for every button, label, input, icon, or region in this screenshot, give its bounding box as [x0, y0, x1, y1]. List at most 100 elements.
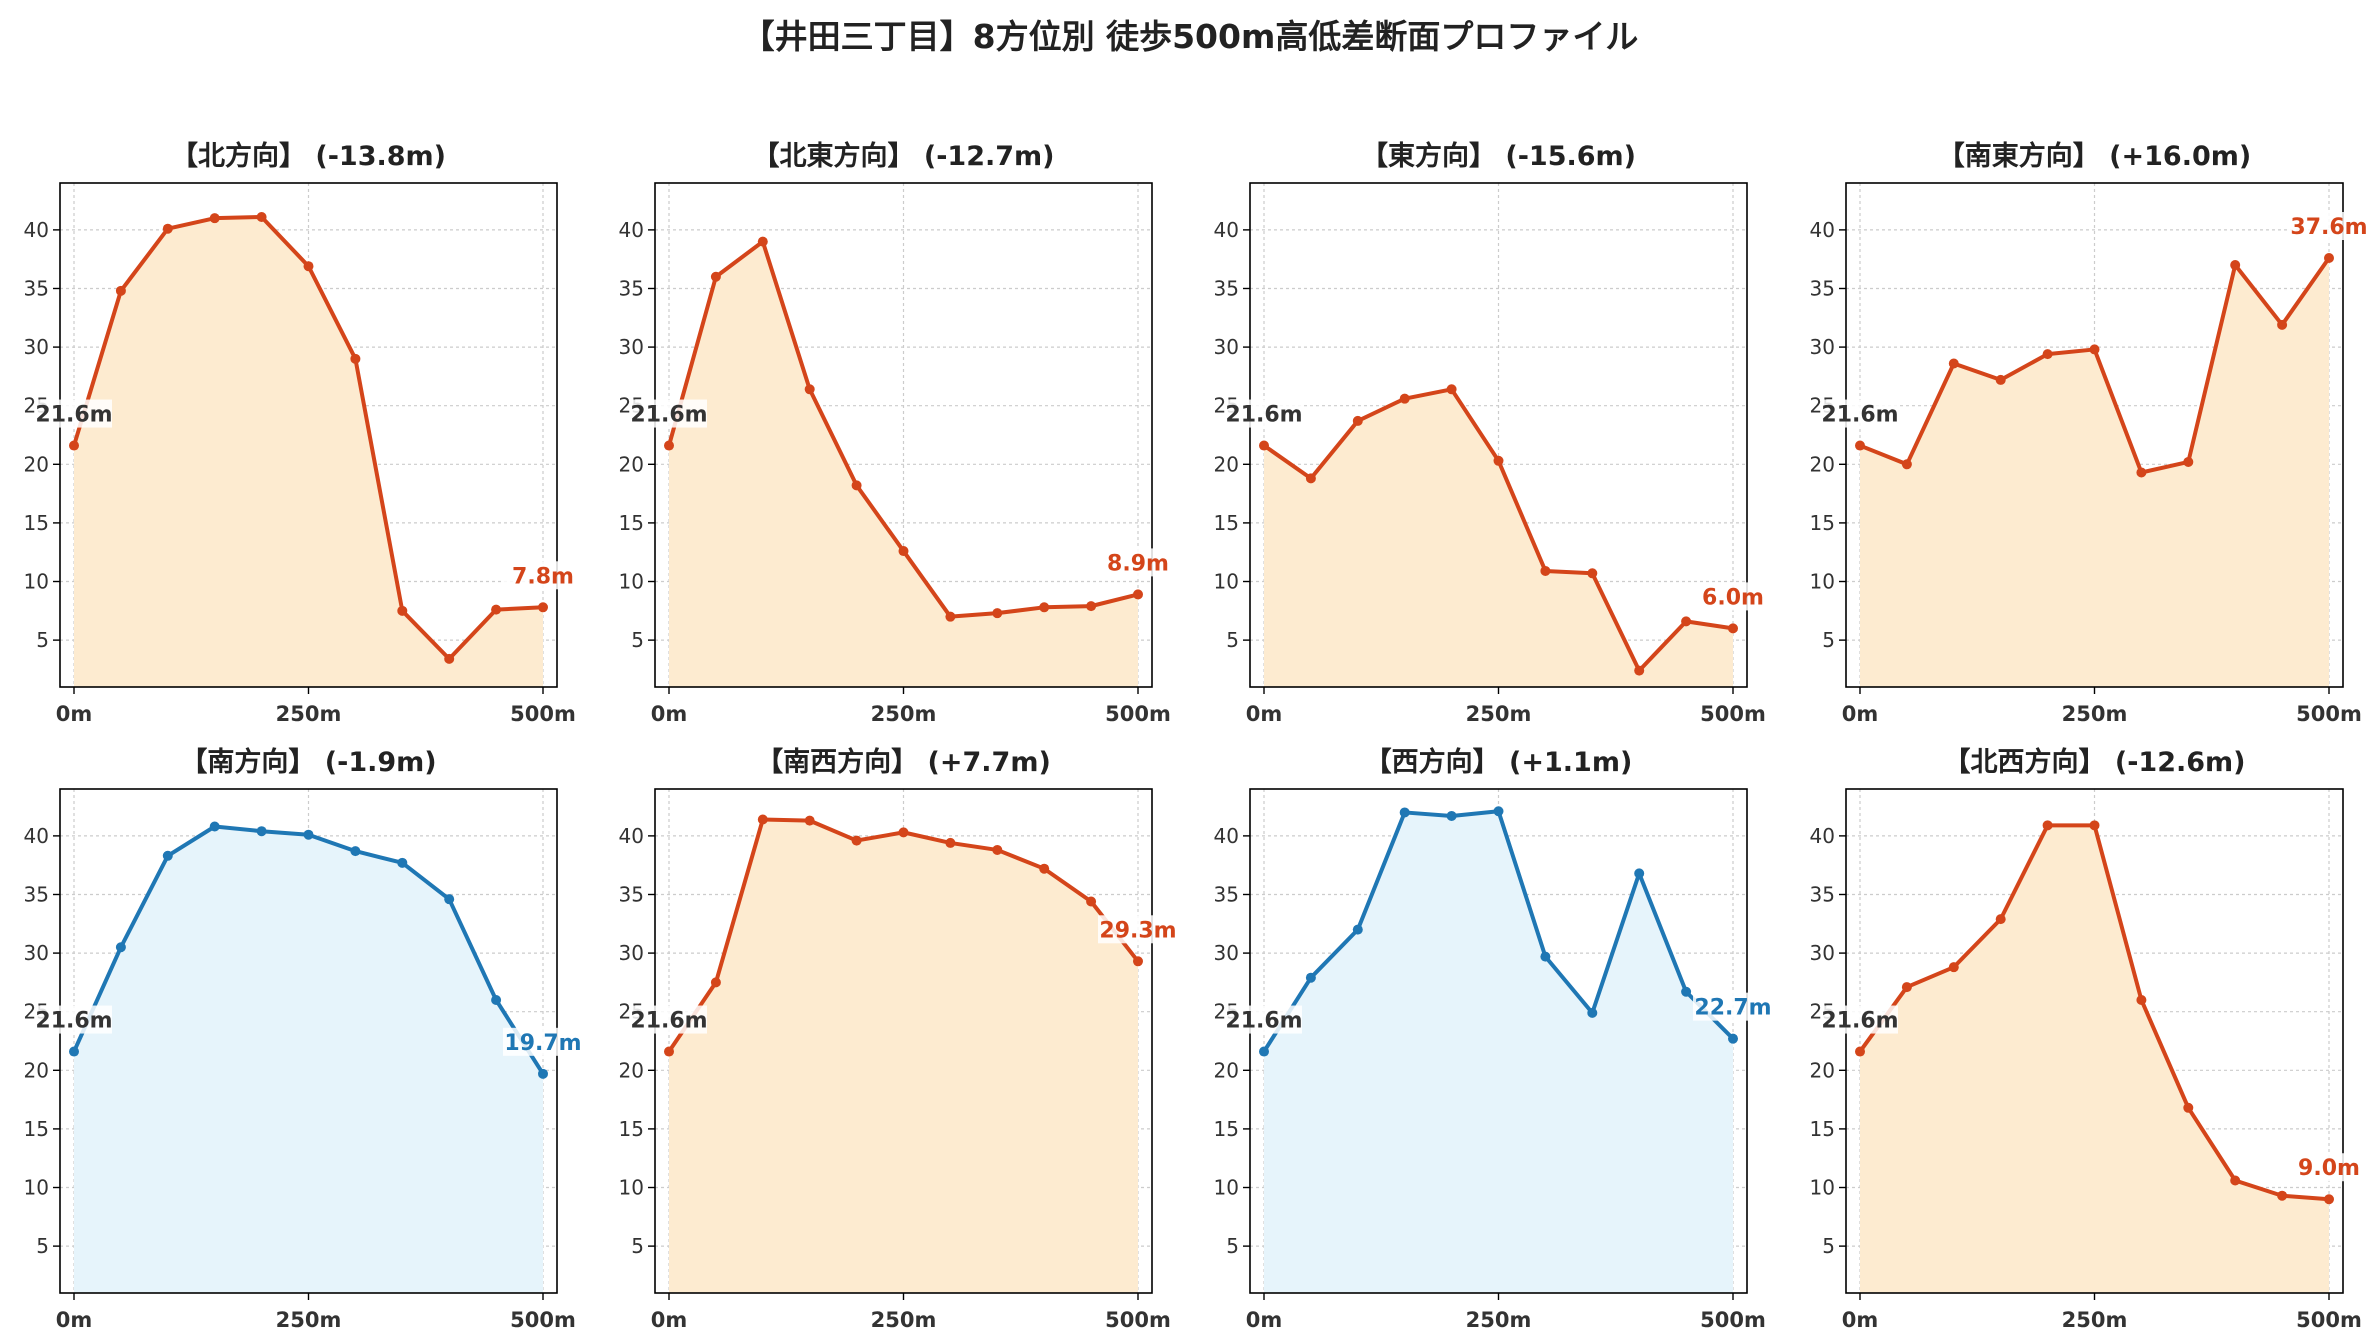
- data-point: [350, 846, 361, 857]
- x-tick-label: 500m: [2296, 1308, 2362, 1332]
- y-tick-label: 35: [24, 276, 49, 300]
- data-point: [757, 236, 768, 247]
- data-point: [397, 857, 408, 868]
- x-tick-label: 0m: [1246, 702, 1283, 726]
- data-point: [256, 826, 267, 837]
- chart-panel: 【北東方向】 (-12.7m)5101520253035400m250m500m…: [619, 140, 1178, 726]
- y-tick-label: 40: [24, 218, 49, 242]
- data-point: [491, 604, 502, 615]
- y-tick-label: 20: [24, 1058, 49, 1082]
- y-tick-label: 10: [1810, 570, 1835, 594]
- y-tick-label: 20: [1810, 452, 1835, 476]
- x-tick-label: 250m: [1466, 1308, 1532, 1332]
- data-point: [1855, 440, 1865, 451]
- elevation-area: [74, 826, 543, 1293]
- x-tick-label: 250m: [276, 702, 342, 726]
- data-point: [1399, 807, 1410, 818]
- data-point: [1086, 896, 1097, 907]
- x-tick-label: 250m: [276, 1308, 342, 1332]
- y-tick-label: 40: [24, 824, 49, 848]
- y-tick-label: 30: [1214, 941, 1239, 965]
- data-point: [851, 480, 862, 491]
- data-point: [303, 829, 314, 840]
- data-point: [1540, 565, 1551, 576]
- data-point: [1352, 924, 1363, 935]
- end-label-bg: [2289, 212, 2369, 241]
- y-tick-label: 15: [1214, 1117, 1239, 1141]
- end-label-bg: [503, 1027, 583, 1056]
- y-tick-label: 20: [1214, 452, 1239, 476]
- chart-panel: 【北方向】 (-13.8m)5101520253035400m250m500m2…: [24, 140, 583, 726]
- x-tick-label: 250m: [1466, 702, 1532, 726]
- y-tick-label: 30: [1810, 335, 1835, 359]
- x-tick-label: 500m: [1105, 1308, 1171, 1332]
- start-label-bg: [631, 399, 707, 428]
- data-point: [1133, 956, 1143, 967]
- end-label-bg: [1098, 548, 1178, 577]
- y-tick-label: 35: [619, 276, 644, 300]
- y-tick-label: 5: [1822, 628, 1835, 652]
- chart-panel: 【南方向】 (-1.9m)5101520253035400m250m500m21…: [24, 746, 583, 1332]
- y-tick-label: 10: [24, 1176, 49, 1200]
- elevation-area: [1860, 825, 2329, 1293]
- data-point: [992, 844, 1003, 855]
- data-point: [851, 835, 862, 846]
- data-point: [209, 213, 220, 224]
- y-tick-label: 35: [24, 882, 49, 906]
- data-point: [1855, 1046, 1865, 1057]
- x-tick-label: 0m: [1246, 1308, 1283, 1332]
- data-point: [2277, 319, 2288, 330]
- data-point: [1352, 415, 1363, 426]
- x-tick-label: 0m: [651, 1308, 688, 1332]
- y-tick-label: 5: [1822, 1234, 1835, 1258]
- y-tick-label: 10: [1214, 1176, 1239, 1200]
- y-tick-label: 40: [619, 218, 644, 242]
- start-elevation-label: 21.6m: [630, 403, 707, 428]
- elevation-area: [74, 216, 543, 687]
- data-point: [350, 353, 361, 364]
- data-point: [2089, 344, 2100, 355]
- data-point: [303, 261, 314, 272]
- y-tick-label: 15: [24, 511, 49, 535]
- y-tick-label: 5: [1226, 1234, 1239, 1258]
- data-point: [1493, 455, 1504, 466]
- data-point: [1305, 972, 1316, 983]
- data-point: [664, 440, 674, 451]
- chart-panel: 【北西方向】 (-12.6m)5101520253035400m250m500m…: [1810, 746, 2369, 1332]
- data-point: [2042, 349, 2053, 360]
- start-label-bg: [36, 399, 112, 428]
- data-point: [538, 602, 548, 613]
- data-point: [1446, 384, 1457, 395]
- y-tick-label: 10: [24, 570, 49, 594]
- data-point: [1446, 810, 1457, 821]
- y-tick-label: 40: [1214, 218, 1239, 242]
- data-point: [1540, 951, 1551, 962]
- chart-title: 【南西方向】 (+7.7m): [756, 746, 1051, 778]
- chart-title: 【南東方向】 (+16.0m): [1938, 140, 2251, 172]
- y-tick-label: 35: [1810, 882, 1835, 906]
- data-point: [2136, 994, 2147, 1005]
- data-point: [992, 608, 1003, 619]
- y-tick-label: 40: [1810, 824, 1835, 848]
- y-tick-label: 30: [619, 335, 644, 359]
- start-elevation-label: 21.6m: [630, 1009, 707, 1034]
- y-tick-label: 5: [1226, 628, 1239, 652]
- end-elevation-label: 19.7m: [504, 1031, 581, 1056]
- start-elevation-label: 21.6m: [1821, 403, 1898, 428]
- chart-title: 【北西方向】 (-12.6m): [1943, 746, 2245, 778]
- data-point: [444, 894, 455, 905]
- data-point: [2277, 1190, 2288, 1201]
- data-point: [945, 611, 956, 622]
- start-elevation-label: 21.6m: [1821, 1009, 1898, 1034]
- data-point: [444, 653, 455, 664]
- y-tick-label: 20: [1810, 1058, 1835, 1082]
- y-tick-label: 35: [1214, 276, 1239, 300]
- data-point: [1901, 459, 1912, 470]
- x-tick-label: 500m: [510, 1308, 576, 1332]
- x-tick-label: 250m: [2062, 1308, 2128, 1332]
- data-point: [162, 850, 173, 861]
- data-point: [1305, 473, 1316, 484]
- data-point: [1901, 982, 1912, 993]
- x-tick-label: 0m: [651, 702, 688, 726]
- y-tick-label: 30: [24, 941, 49, 965]
